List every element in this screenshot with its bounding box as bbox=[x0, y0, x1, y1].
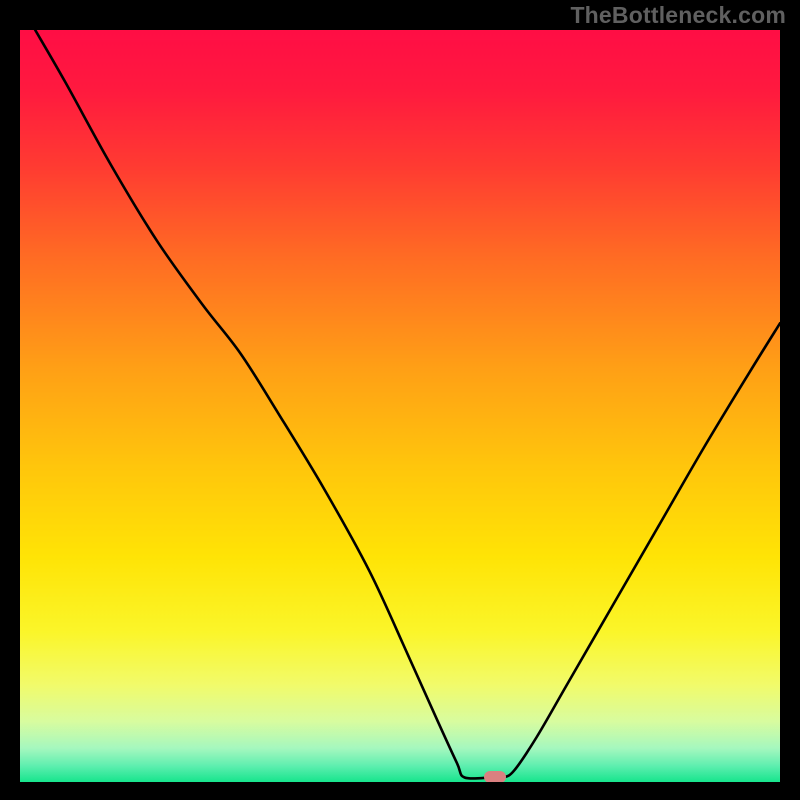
optimum-marker bbox=[484, 771, 506, 782]
plot-area bbox=[20, 30, 780, 782]
watermark-text: TheBottleneck.com bbox=[570, 2, 786, 29]
bottleneck-curve-path bbox=[35, 30, 780, 779]
bottleneck-curve-svg bbox=[20, 30, 780, 782]
